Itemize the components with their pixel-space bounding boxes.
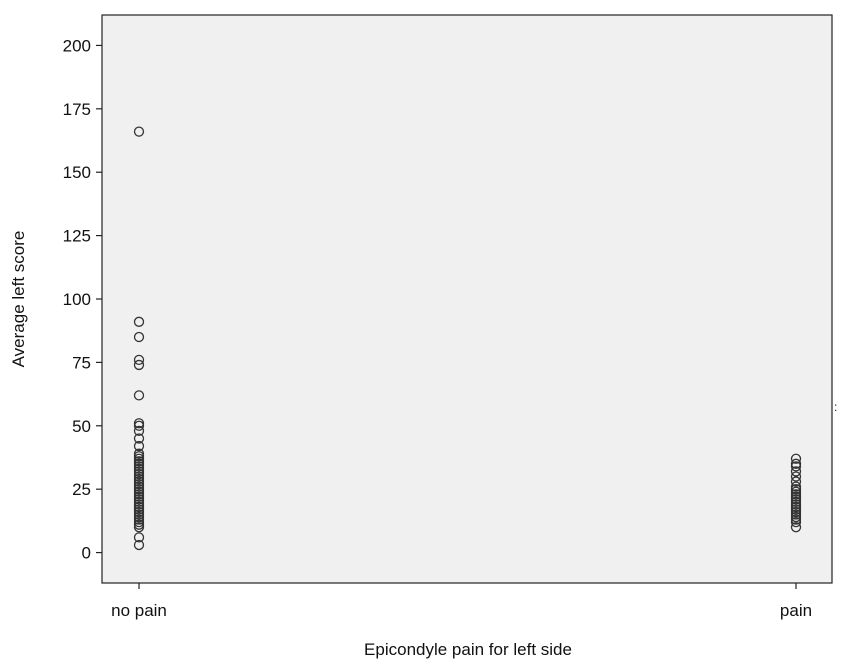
data-point [790, 516, 802, 528]
y-tick-label: 100 [63, 290, 91, 309]
data-point [133, 522, 145, 533]
data-point [133, 476, 145, 487]
data-point [133, 473, 145, 485]
data-point [133, 448, 145, 459]
data-point [790, 491, 802, 502]
data-point [133, 440, 145, 452]
data-point [790, 506, 802, 518]
data-point [133, 468, 145, 480]
x-axis: no pain pain [111, 583, 812, 620]
data-point [133, 433, 145, 444]
data-point [133, 456, 145, 467]
data-point [790, 471, 802, 482]
y-tick-label: 75 [72, 353, 91, 372]
data-point [790, 481, 802, 492]
data-point [133, 511, 145, 523]
y-tick-label: 50 [72, 417, 91, 436]
data-point [790, 453, 802, 464]
data-point [133, 451, 145, 462]
data-point [790, 501, 802, 513]
data-point [133, 418, 145, 429]
data-point [790, 476, 802, 487]
data-point [133, 466, 145, 477]
data-point [133, 516, 145, 528]
data-point [133, 390, 145, 401]
data-point [133, 506, 145, 518]
y-tick-label: 200 [63, 36, 91, 55]
data-point [133, 316, 145, 327]
data-point [133, 496, 145, 508]
data-point [133, 519, 145, 530]
data-point [790, 484, 802, 495]
y-axis-title: Average left score [9, 231, 28, 368]
data-point [133, 494, 145, 505]
data-point [133, 331, 145, 343]
data-point [133, 509, 145, 520]
data-point [133, 461, 145, 472]
data-point [133, 539, 145, 551]
data-point [790, 511, 802, 523]
x-axis-title: Epicondyle pain for left side [364, 640, 572, 659]
x-tick-label: no pain [111, 601, 167, 620]
data-point [790, 466, 802, 477]
data-point [133, 126, 145, 137]
data-point [133, 504, 145, 515]
data-point [790, 486, 802, 497]
data-point [133, 514, 145, 525]
data-point [133, 489, 145, 500]
data-point [790, 522, 802, 533]
data-point [790, 504, 802, 515]
data-point [133, 354, 145, 366]
data-point [133, 359, 145, 371]
data-point [133, 420, 145, 431]
data-point [790, 499, 802, 510]
data-point [133, 481, 145, 492]
data-point [790, 514, 802, 525]
data-point [790, 458, 802, 469]
data-point [133, 458, 145, 469]
data-point [133, 484, 145, 495]
y-tick-label: 125 [63, 227, 91, 246]
data-point [133, 486, 145, 497]
y-tick-label: 175 [63, 100, 91, 119]
data-point [133, 425, 145, 437]
data-points [133, 126, 802, 551]
data-point [133, 501, 145, 513]
data-point [790, 509, 802, 520]
data-point [133, 463, 145, 475]
stray-glyph: : [834, 400, 838, 414]
y-tick-label: 25 [72, 480, 91, 499]
data-point [133, 478, 145, 490]
data-point [133, 453, 145, 464]
data-point [133, 532, 145, 543]
data-point [133, 471, 145, 482]
x-tick-label: pain [780, 601, 812, 620]
data-point [790, 494, 802, 505]
plot-area [101, 14, 833, 584]
y-tick-label: 0 [82, 544, 91, 563]
data-point [133, 499, 145, 510]
data-point [790, 461, 802, 472]
y-axis: 0 25 50 75 100 125 150 175 200 [63, 36, 102, 563]
data-point [790, 489, 802, 500]
data-point [133, 491, 145, 502]
data-point [790, 496, 802, 508]
y-tick-label: 150 [63, 163, 91, 182]
